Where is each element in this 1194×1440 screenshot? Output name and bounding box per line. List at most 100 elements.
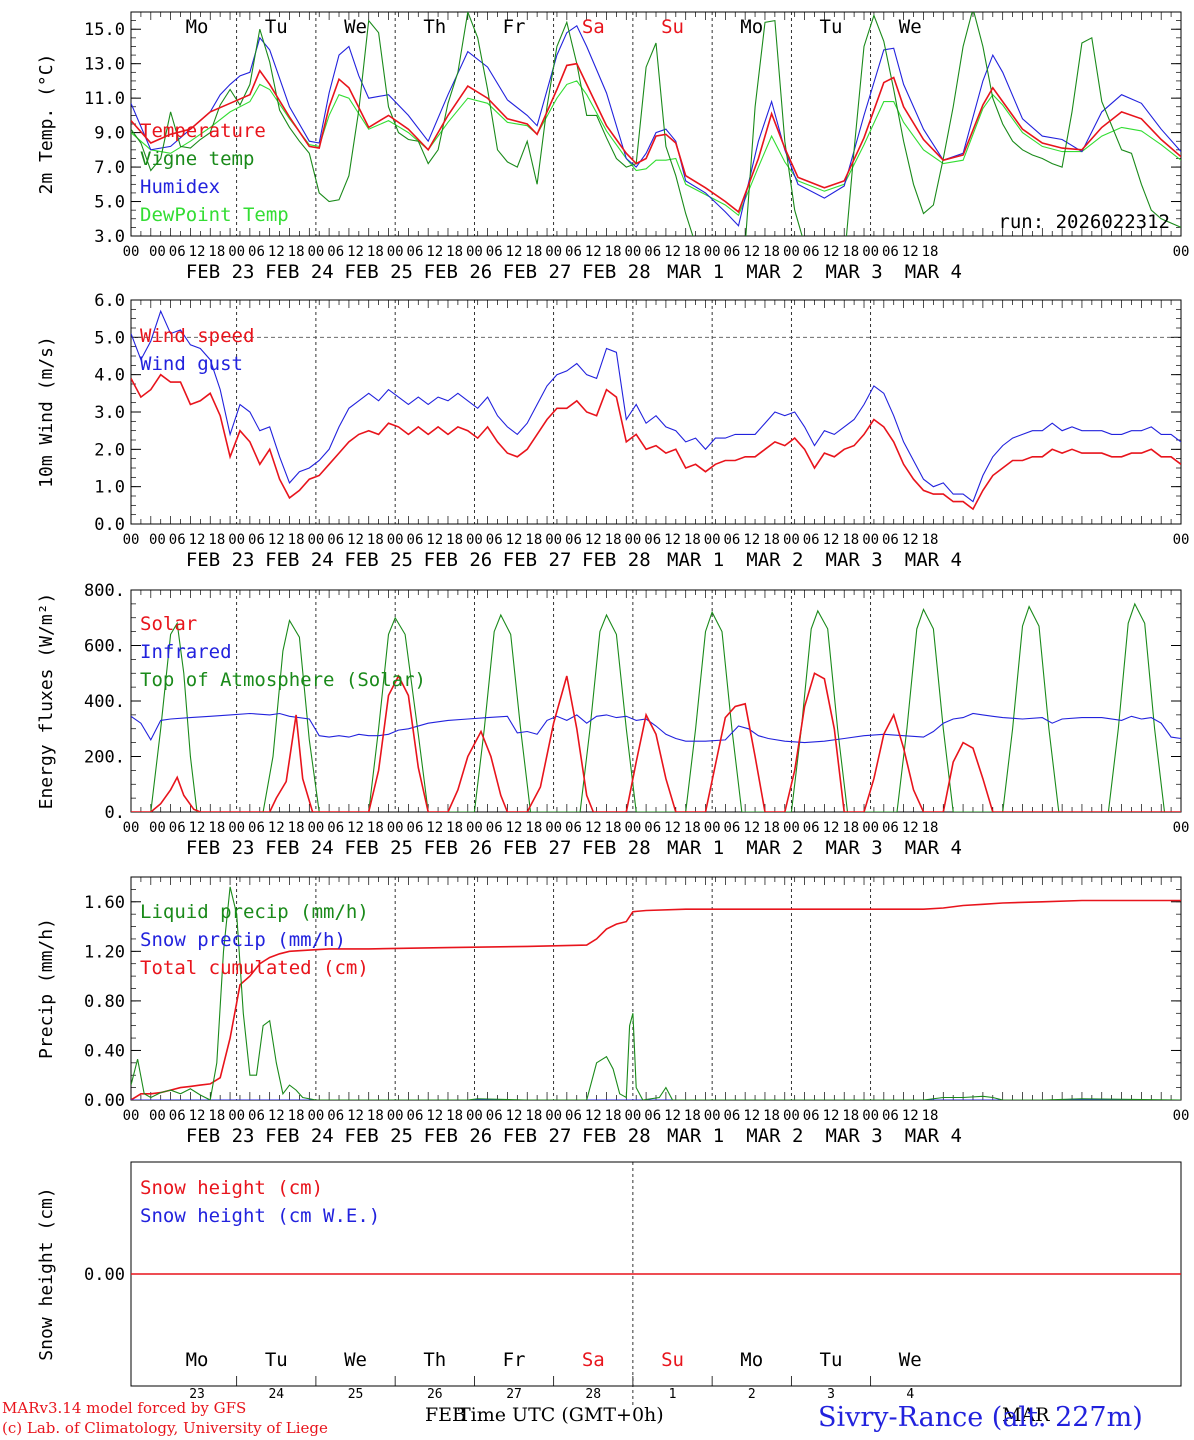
hour-tick-label: 00 <box>123 532 140 548</box>
series-dewpoint-temp <box>131 80 1181 217</box>
hour-tick-label: 18 <box>288 532 305 548</box>
series-wind-gust <box>131 309 1181 503</box>
date-label: FEB 27 <box>503 837 572 859</box>
hour-tick-label: 06 <box>565 820 582 836</box>
date-label: FEB 26 <box>424 837 493 859</box>
hour-tick-label: 00 <box>466 820 483 836</box>
hour-tick-label: 00 <box>387 244 404 260</box>
weekday-label: We <box>344 16 367 38</box>
hour-tick-label: 12 <box>426 1108 443 1124</box>
hour-tick-label: 12 <box>823 244 840 260</box>
weekday-label: Mo <box>186 16 209 38</box>
hour-tick-label: 06 <box>407 820 424 836</box>
hour-tick-label: 18 <box>605 532 622 548</box>
hour-tick-label: 00 <box>1173 244 1190 260</box>
hour-tick-label: 12 <box>506 820 523 836</box>
hour-tick-label: 06 <box>803 1108 820 1124</box>
y-tick-label: 15.0 <box>84 20 125 40</box>
hour-tick-label: 18 <box>763 820 780 836</box>
hour-tick-label: 12 <box>189 244 206 260</box>
hour-tick-label: 18 <box>684 820 701 836</box>
weekday-label: Sa <box>582 16 605 38</box>
run-label: run: 2026022312 <box>998 211 1170 233</box>
weekday-label: Mo <box>186 1349 209 1371</box>
date-label: MAR 1 <box>667 1125 724 1147</box>
hour-tick-label: 00 <box>123 820 140 836</box>
date-label: MAR 2 <box>746 261 803 283</box>
hour-tick-label: 00 <box>149 532 166 548</box>
hour-tick-label: 06 <box>486 244 503 260</box>
month-label-feb: FEB <box>425 1404 467 1426</box>
hour-tick-label: 18 <box>208 820 225 836</box>
day-number-label: 24 <box>268 1387 284 1402</box>
date-label: FEB 24 <box>265 1125 334 1147</box>
weekday-label: We <box>899 16 922 38</box>
date-label: MAR 1 <box>667 837 724 859</box>
weekday-label: Mo <box>740 16 763 38</box>
date-label: FEB 23 <box>186 261 255 283</box>
hour-tick-label: 00 <box>466 244 483 260</box>
hour-tick-label: 12 <box>506 1108 523 1124</box>
hour-tick-label: 12 <box>664 244 681 260</box>
date-label: FEB 23 <box>186 837 255 859</box>
hour-tick-label: 06 <box>644 820 661 836</box>
hour-tick-label: 06 <box>882 532 899 548</box>
date-label: FEB 25 <box>344 549 413 571</box>
y-tick-label: 0. <box>105 803 125 823</box>
hour-tick-label: 00 <box>545 1108 562 1124</box>
hour-tick-label: 18 <box>288 1108 305 1124</box>
hour-tick-label: 00 <box>624 244 641 260</box>
panel-energy: 0. 200. 400. 600. 800. Energy fluxes (W/m²) So… <box>36 581 1189 859</box>
hour-tick-label: 12 <box>506 532 523 548</box>
station-title: Sivry-Rance (alt. 227m) <box>818 1402 1143 1433</box>
hour-tick-label: 12 <box>347 1108 364 1124</box>
hour-tick-label: 06 <box>644 532 661 548</box>
hour-tick-label: 18 <box>525 1108 542 1124</box>
hour-tick-label: 00 <box>704 1108 721 1124</box>
hour-tick-label: 06 <box>565 532 582 548</box>
legend-vigne-temp: Vigne temp <box>140 148 254 170</box>
hour-tick-label: 12 <box>664 532 681 548</box>
date-label: MAR 4 <box>905 261 962 283</box>
hour-tick-label: 12 <box>268 532 285 548</box>
weekday-label: Tu <box>820 1349 843 1371</box>
hour-tick-label: 06 <box>724 532 741 548</box>
hour-tick-label: 18 <box>842 532 859 548</box>
weekday-label: Su <box>661 1349 684 1371</box>
hour-tick-label: 06 <box>644 1108 661 1124</box>
legend-infrared: Infrared <box>140 641 232 663</box>
hour-tick-label: 18 <box>842 244 859 260</box>
hour-tick-label: 18 <box>763 1108 780 1124</box>
hour-tick-label: 12 <box>743 532 760 548</box>
date-label: FEB 28 <box>582 837 651 859</box>
date-label: FEB 25 <box>344 837 413 859</box>
date-label: FEB 25 <box>344 261 413 283</box>
legend-liquid-precip-mm-h: Liquid precip (mm/h) <box>140 901 369 923</box>
hour-tick-label: 18 <box>208 532 225 548</box>
hour-tick-label: 12 <box>347 532 364 548</box>
hour-tick-label: 18 <box>684 532 701 548</box>
hour-tick-label: 12 <box>743 820 760 836</box>
hour-tick-label: 00 <box>307 244 324 260</box>
weekday-label: Tu <box>820 16 843 38</box>
hour-tick-label: 06 <box>803 532 820 548</box>
hour-tick-label: 00 <box>228 532 245 548</box>
date-label: FEB 27 <box>503 261 572 283</box>
hour-tick-label: 06 <box>169 1108 186 1124</box>
hour-tick-label: 12 <box>268 820 285 836</box>
hour-tick-label: 18 <box>288 244 305 260</box>
weekday-label: Tu <box>265 16 288 38</box>
hour-tick-label: 06 <box>882 244 899 260</box>
date-label: FEB 26 <box>424 261 493 283</box>
hour-tick-label: 18 <box>684 244 701 260</box>
hour-tick-label: 00 <box>228 820 245 836</box>
hour-tick-label: 06 <box>407 532 424 548</box>
hour-tick-label: 18 <box>525 532 542 548</box>
y-axis-label: Snow height (cm) <box>36 1187 57 1360</box>
legend-temperature: Temperature <box>140 120 266 142</box>
hour-tick-label: 00 <box>862 1108 879 1124</box>
hour-tick-label: 18 <box>684 1108 701 1124</box>
hour-tick-label: 12 <box>426 532 443 548</box>
hour-tick-label: 06 <box>803 244 820 260</box>
y-tick-label: 200. <box>84 748 125 768</box>
